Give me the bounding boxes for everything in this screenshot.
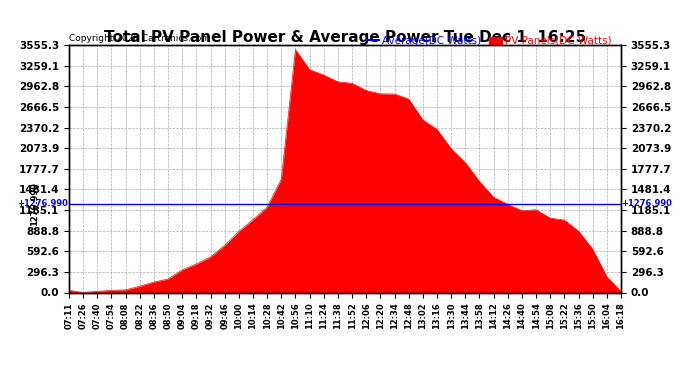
Legend: Average(DC Watts), PV Panels(DC Watts): Average(DC Watts), PV Panels(DC Watts) (362, 32, 615, 50)
Text: +1276.990: +1276.990 (17, 199, 68, 208)
Text: 1276.990: 1276.990 (30, 182, 39, 225)
Text: Copyright 2020 Cartronics.com: Copyright 2020 Cartronics.com (69, 34, 210, 43)
Title: Total PV Panel Power & Average Power Tue Dec 1  16:25: Total PV Panel Power & Average Power Tue… (104, 30, 586, 45)
Text: +1276.990: +1276.990 (622, 199, 673, 208)
